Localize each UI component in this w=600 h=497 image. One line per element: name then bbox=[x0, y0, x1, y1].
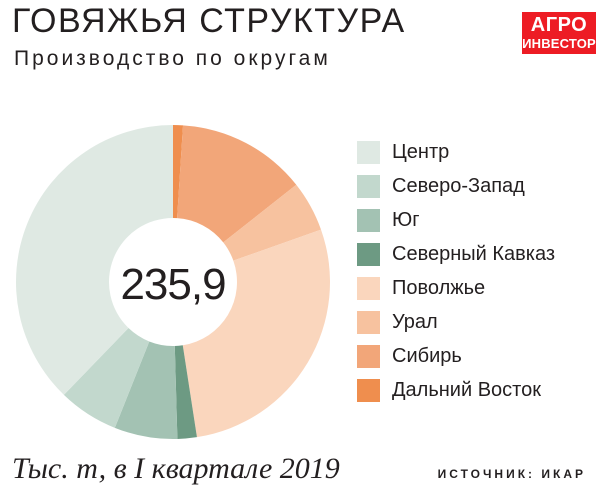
donut-center-total: 235,9 bbox=[120, 260, 226, 309]
donut-slice-5 bbox=[114, 341, 178, 439]
legend-label: Юг bbox=[392, 208, 420, 231]
logo-line-2: ИНВЕСТОР bbox=[522, 36, 596, 51]
legend-label: Сибирь bbox=[392, 344, 462, 367]
legend-swatch bbox=[357, 208, 380, 232]
legend-label: Дальний Восток bbox=[392, 378, 541, 401]
legend-swatch bbox=[357, 174, 380, 198]
donut-slice-0 bbox=[173, 125, 184, 219]
donut-slice-6 bbox=[63, 328, 150, 428]
chart-subtitle: Производство по округам bbox=[14, 47, 331, 70]
legend-item: Северный Кавказ bbox=[357, 237, 555, 271]
donut-slice-3 bbox=[182, 229, 330, 438]
legend-swatch bbox=[357, 276, 380, 300]
legend-swatch bbox=[357, 378, 380, 402]
legend-swatch bbox=[357, 310, 380, 334]
legend-label: Центр bbox=[392, 140, 450, 163]
agroinvestor-logo: АГРО ИНВЕСТОР bbox=[522, 12, 596, 54]
legend-item: Центр bbox=[357, 135, 555, 169]
legend-swatch bbox=[357, 242, 380, 266]
donut-slice-2 bbox=[223, 184, 321, 261]
legend-label: Поволжье bbox=[392, 276, 486, 299]
legend-item: Поволжье bbox=[357, 271, 555, 305]
legend-item: Юг bbox=[357, 203, 555, 237]
source-note: ИСТОЧНИК: ИКАР bbox=[437, 467, 586, 481]
legend-item: Дальний Восток bbox=[357, 373, 555, 407]
legend-item: Урал bbox=[357, 305, 555, 339]
legend-label: Урал bbox=[392, 310, 438, 333]
chart-legend: Центр Северо-Запад Юг Северный Кавказ Поволж… bbox=[357, 135, 555, 407]
legend-item: Сибирь bbox=[357, 339, 555, 373]
donut-slice-7 bbox=[15, 125, 173, 395]
legend-item: Северо-Запад bbox=[357, 169, 555, 203]
legend-label: Северный Кавказ bbox=[392, 242, 556, 265]
donut-slice-4 bbox=[174, 345, 197, 439]
chart-title: ГОВЯЖЬЯ СТРУКТУРА bbox=[12, 2, 406, 40]
logo-line-1: АГРО bbox=[530, 14, 588, 36]
legend-label: Северо-Запад bbox=[392, 174, 525, 197]
unit-footnote: Тыс. т, в I квартале 2019 bbox=[12, 452, 340, 485]
legend-swatch bbox=[357, 344, 380, 368]
legend-swatch bbox=[357, 140, 380, 164]
donut-slice-1 bbox=[177, 125, 297, 243]
